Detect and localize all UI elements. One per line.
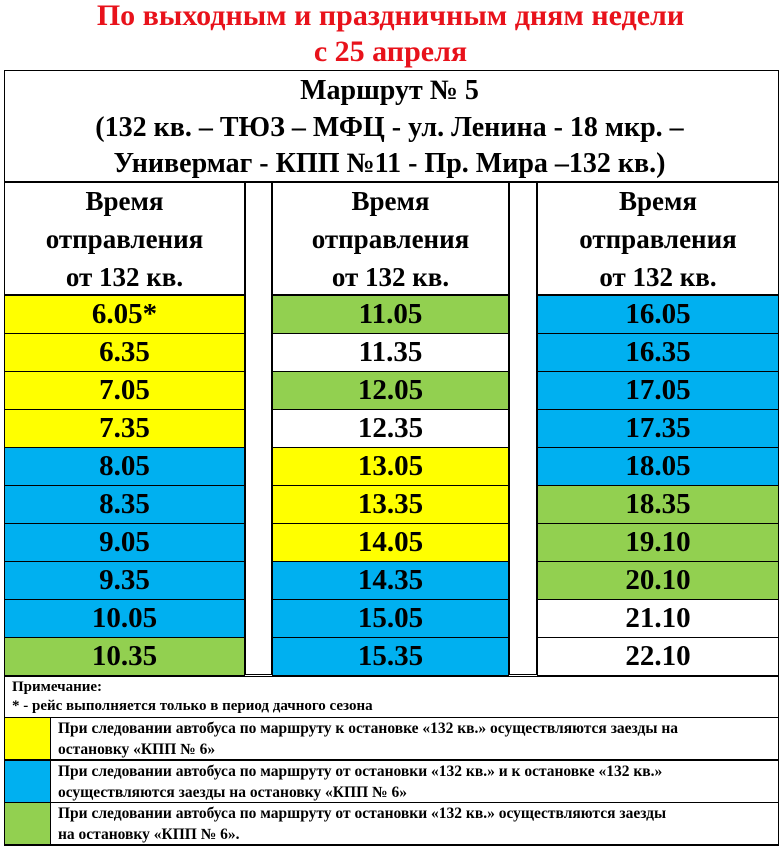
legend-color-swatch xyxy=(4,717,51,760)
column-header-line: Время xyxy=(351,185,430,216)
legend-text-line: При следовании автобуса по маршруту к ос… xyxy=(58,720,678,737)
departure-time-cell: 17.05 xyxy=(537,371,779,410)
departure-time-cell: 16.35 xyxy=(537,333,779,372)
page-title: По выходным и праздничным дням недели xyxy=(96,0,685,32)
departure-time-cell: 15.05 xyxy=(272,599,509,638)
column-header-frame xyxy=(537,182,779,295)
departure-time-cell: 14.05 xyxy=(272,523,509,562)
column-separator xyxy=(245,182,272,675)
departure-time-cell: 8.35 xyxy=(4,485,245,524)
departure-time-cell: 17.35 xyxy=(537,409,779,448)
departure-time-cell: 12.35 xyxy=(272,409,509,448)
legend-text-line: остановку «КПП № 6» xyxy=(58,741,216,758)
departure-time-cell: 13.35 xyxy=(272,485,509,524)
departure-time-cell: 11.35 xyxy=(272,333,509,372)
page-subtitle: с 25 апреля xyxy=(313,35,468,68)
departure-time-cell: 13.05 xyxy=(272,447,509,486)
legend-color-swatch xyxy=(4,802,51,845)
column-header-line: от 132 кв. xyxy=(65,261,184,292)
departure-time-cell: 15.35 xyxy=(272,637,509,676)
column-header-line: отправления xyxy=(45,223,204,254)
departure-time-cell: 6.05* xyxy=(4,295,245,334)
departure-time-cell: 10.05 xyxy=(4,599,245,638)
column-header-line: от 132 кв. xyxy=(599,261,717,292)
legend-text-line: осуществляются заезды на остановку «КПП … xyxy=(58,784,407,801)
legend-text-line: на остановку «КПП № 6». xyxy=(58,826,240,843)
departure-time-cell: 9.35 xyxy=(4,561,245,600)
departure-time-cell: 14.35 xyxy=(272,561,509,600)
column-header-line: Время xyxy=(85,185,164,216)
legend-text: При следовании автобуса по маршруту к ос… xyxy=(58,718,773,760)
note-label: Примечание: xyxy=(12,679,103,695)
column-header: Время отправления от 132 кв. xyxy=(537,182,779,295)
departure-time-cell: 20.10 xyxy=(537,561,779,600)
legend-text: При следовании автобуса по маршруту от о… xyxy=(58,761,773,803)
departure-time-cell: 9.05 xyxy=(4,523,245,562)
departure-time-cell: 18.05 xyxy=(537,447,779,486)
departure-time-cell: 19.10 xyxy=(537,523,779,562)
note-asterisk: * - рейс выполняется только в период дач… xyxy=(12,698,373,714)
column-header: Время отправления от 132 кв. xyxy=(4,182,245,295)
route-path-line1: (132 кв. – ТЮЗ – МФЦ - ул. Ленина - 18 м… xyxy=(95,112,684,143)
legend-text-line: При следовании автобуса по маршруту от о… xyxy=(58,763,663,780)
legend-text-frame xyxy=(50,802,779,845)
legend-text: При следовании автобуса по маршруту от о… xyxy=(58,803,773,845)
route-path-line2: Универмаг - КПП №11 - Пр. Мира –132 кв.) xyxy=(113,148,666,179)
departure-time-cell: 12.05 xyxy=(272,371,509,410)
departure-time-cell: 7.05 xyxy=(4,371,245,410)
legend-text-line: При следовании автобуса по маршруту от о… xyxy=(58,805,667,822)
departure-time-cell: 22.10 xyxy=(537,637,779,676)
departure-time-cell: 11.05 xyxy=(272,295,509,334)
departure-time-cell: 16.05 xyxy=(537,295,779,334)
departure-time-cell: 18.35 xyxy=(537,485,779,524)
column-header-frame xyxy=(4,182,245,295)
column-header-frame xyxy=(272,182,509,295)
departure-time-cell: 8.05 xyxy=(4,447,245,486)
legend-text-frame xyxy=(50,717,779,760)
route-number: Маршрут № 5 xyxy=(300,75,479,106)
column-header-line: от 132 кв. xyxy=(331,261,450,292)
column-header-line: отправления xyxy=(579,223,737,254)
departure-time-cell: 10.35 xyxy=(4,637,245,676)
column-header: Время отправления от 132 кв. xyxy=(272,182,509,295)
departure-time-cell: 21.10 xyxy=(537,599,779,638)
legend-color-swatch xyxy=(4,760,51,803)
column-separator xyxy=(509,182,537,675)
departure-time-cell: 7.35 xyxy=(4,409,245,448)
column-header-line: Время xyxy=(618,185,697,216)
departure-time-cell: 6.35 xyxy=(4,333,245,372)
column-header-line: отправления xyxy=(311,223,470,254)
route-frame xyxy=(4,70,779,182)
